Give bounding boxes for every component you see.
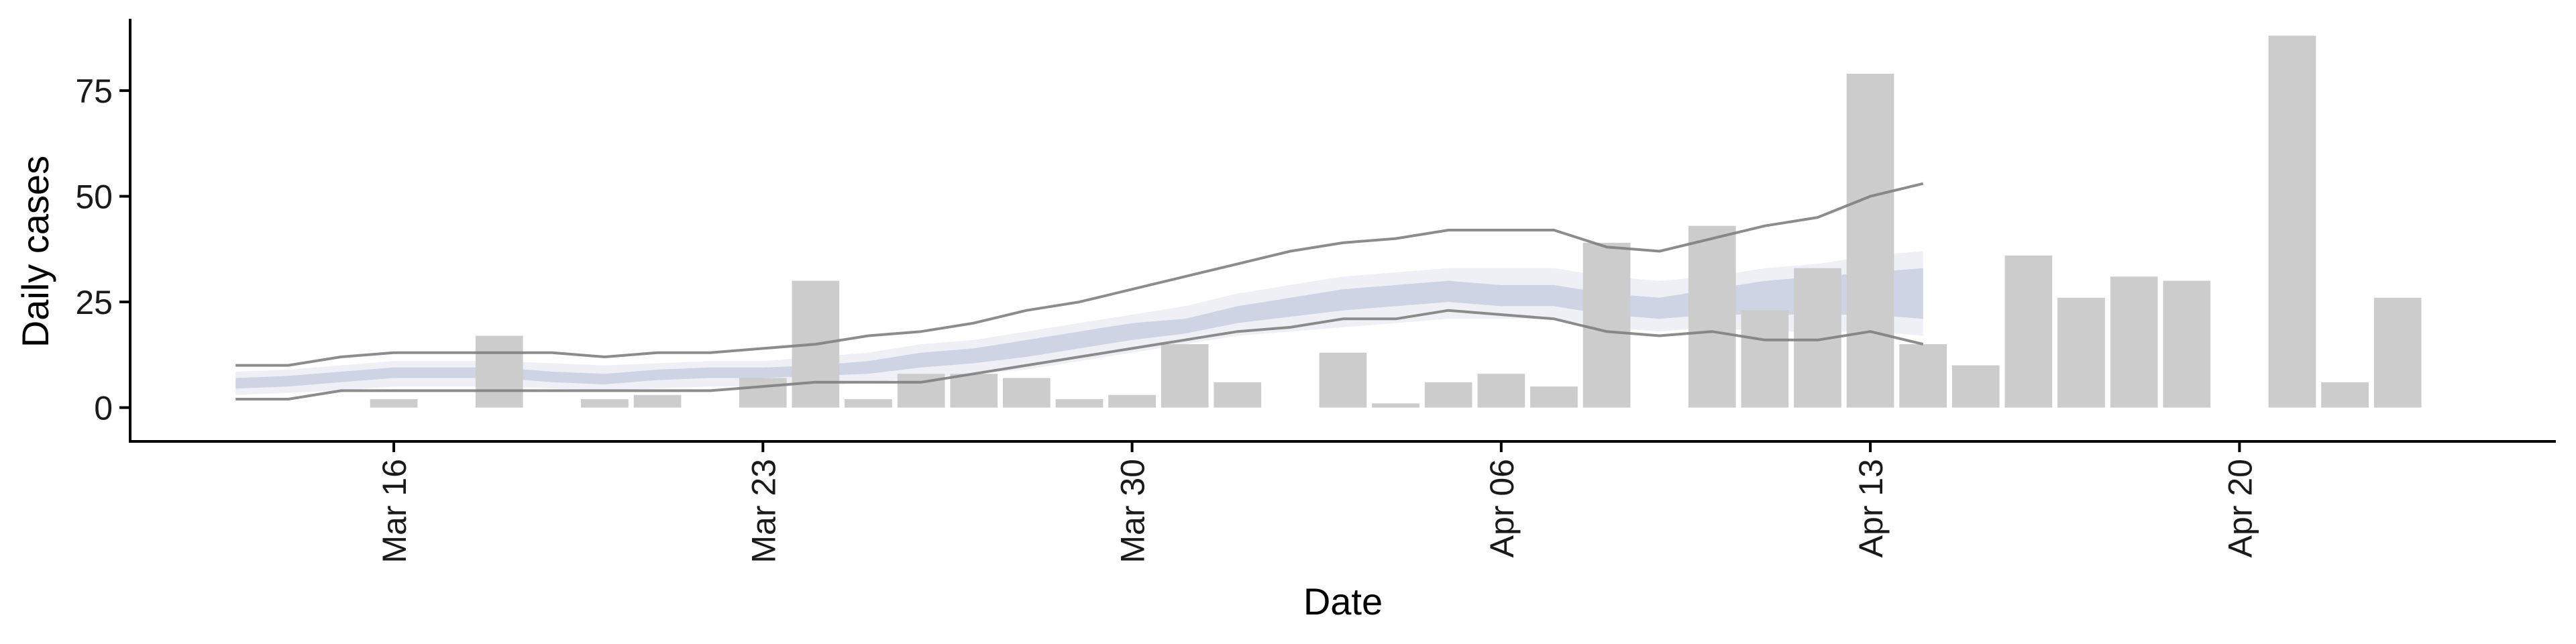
bar-2020-04-05 — [1424, 382, 1472, 408]
bar-2020-03-27 — [950, 374, 998, 408]
bar-2020-03-18 — [475, 335, 523, 408]
bar-2020-03-25 — [845, 399, 892, 408]
bar-2020-04-13 — [1846, 73, 1894, 408]
interval-line-upper — [235, 182, 1924, 367]
bar-2020-03-30 — [1108, 394, 1156, 408]
x-axis-title: Date — [1303, 580, 1383, 623]
bar-2020-04-11 — [1741, 310, 1789, 408]
bar-2020-04-16 — [2004, 255, 2053, 408]
y-tick-label-25: 25 — [75, 284, 113, 321]
bar-2020-04-07 — [1530, 386, 1578, 408]
interval-band-inner-layer — [235, 268, 1923, 389]
bar-2020-03-29 — [1055, 399, 1104, 408]
x-tick-label-2020-04-06: Apr 06 — [1483, 459, 1521, 557]
bar-2020-03-31 — [1161, 344, 1209, 408]
bar-2020-04-06 — [1477, 374, 1525, 408]
bar-2020-04-22 — [2321, 382, 2369, 408]
x-tick-label-2020-04-13: Apr 13 — [1852, 459, 1890, 557]
bar-2020-04-17 — [2057, 297, 2105, 408]
bar-2020-04-10 — [1688, 225, 1736, 408]
bar-2020-04-04 — [1372, 403, 1419, 408]
x-ticks-layer: Mar 16 Mar 23 Mar 30 Apr 06 Apr 13 Apr 20 — [376, 441, 2259, 564]
bar-2020-04-14 — [1899, 344, 1947, 408]
axes-layer — [129, 19, 2556, 443]
y-ticks-layer: 0 25 50 75 — [75, 72, 130, 427]
y-tick-label-0: 0 — [94, 390, 113, 427]
x-tick-label-2020-03-23: Mar 23 — [745, 459, 782, 564]
bar-2020-03-23 — [739, 378, 787, 408]
bar-2020-03-28 — [1003, 378, 1051, 408]
bar-2020-04-21 — [2268, 36, 2316, 408]
bar-2020-04-23 — [2373, 297, 2422, 408]
bar-2020-03-21 — [633, 394, 682, 408]
x-tick-label-2020-04-20: Apr 20 — [2221, 459, 2259, 557]
bar-2020-04-15 — [1951, 365, 2000, 408]
bar-2020-04-18 — [2110, 276, 2158, 408]
y-axis-title: Daily cases — [14, 156, 56, 347]
bar-2020-03-20 — [581, 399, 629, 408]
bar-2020-03-16 — [370, 399, 418, 408]
interval-line-lower — [235, 309, 1924, 400]
interval-band-inner — [235, 268, 1923, 389]
bars-layer — [370, 36, 2422, 408]
y-tick-label-75: 75 — [75, 72, 113, 110]
x-tick-label-2020-03-16: Mar 16 — [376, 459, 413, 564]
bar-2020-04-19 — [2163, 280, 2211, 408]
bar-2020-04-08 — [1582, 242, 1631, 408]
y-tick-label-50: 50 — [75, 178, 113, 216]
bar-2020-04-03 — [1319, 352, 1367, 408]
x-tick-label-2020-03-30: Mar 30 — [1114, 459, 1152, 564]
bar-2020-04-01 — [1214, 382, 1262, 408]
interval-lines-layer — [235, 182, 1924, 400]
